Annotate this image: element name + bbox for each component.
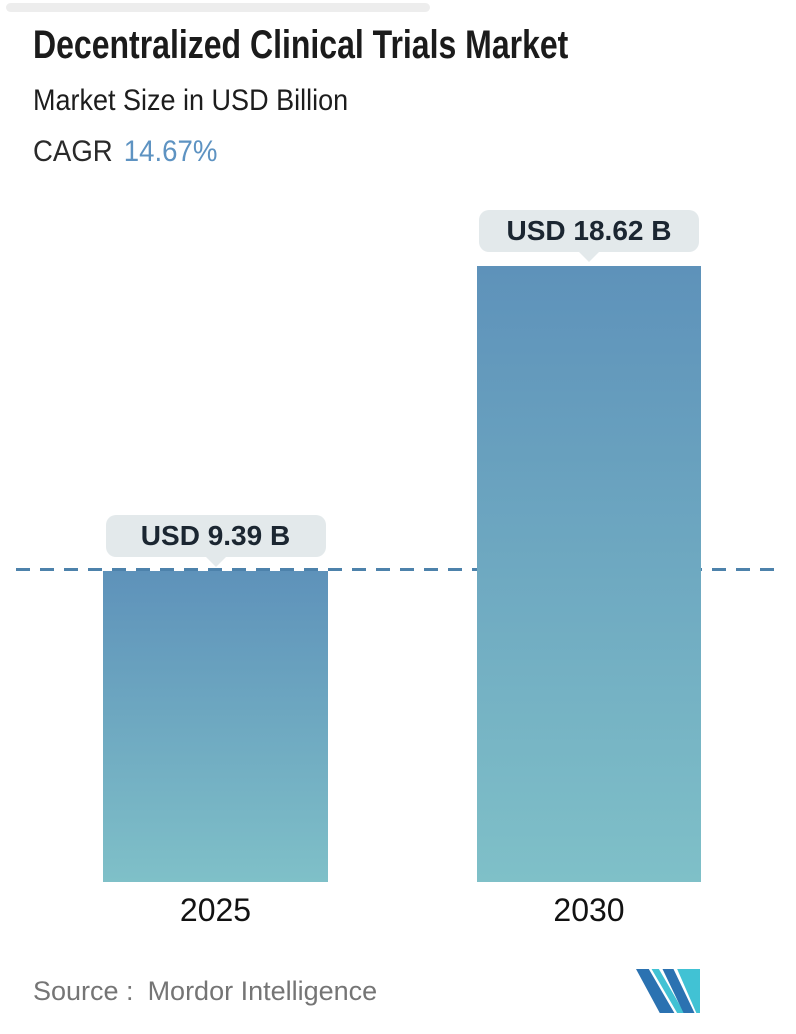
reference-dashed-line — [16, 568, 784, 572]
mordor-intelligence-logo — [636, 969, 700, 1013]
bar-2025[interactable] — [103, 571, 328, 882]
value-tooltip-2030-text: USD 18.62 B — [506, 215, 672, 246]
value-tooltip-2025-text: USD 9.39 B — [140, 520, 291, 552]
bar-2030[interactable] — [477, 266, 701, 882]
value-tooltip-2025: USD 9.39 B — [105, 515, 326, 568]
source-label: Source : — [33, 976, 134, 1006]
value-tooltip-2030: USD 18.62 B — [479, 210, 699, 262]
decorative-top-strip — [6, 3, 430, 12]
cagr-row: CAGR 14.67% — [33, 134, 217, 170]
x-axis-label-2030: 2030 — [553, 892, 625, 928]
chart-subtitle: Market Size in USD Billion — [33, 84, 349, 117]
source-row: Source : Mordor Intelligence — [33, 976, 377, 1007]
source-name: Mordor Intelligence — [147, 976, 378, 1006]
x-axis-label-2025: 2025 — [179, 892, 252, 928]
page-title: Decentralized Clinical Trials Market — [33, 23, 569, 67]
cagr-label: CAGR — [33, 135, 113, 168]
cagr-value: 14.67% — [123, 135, 218, 168]
